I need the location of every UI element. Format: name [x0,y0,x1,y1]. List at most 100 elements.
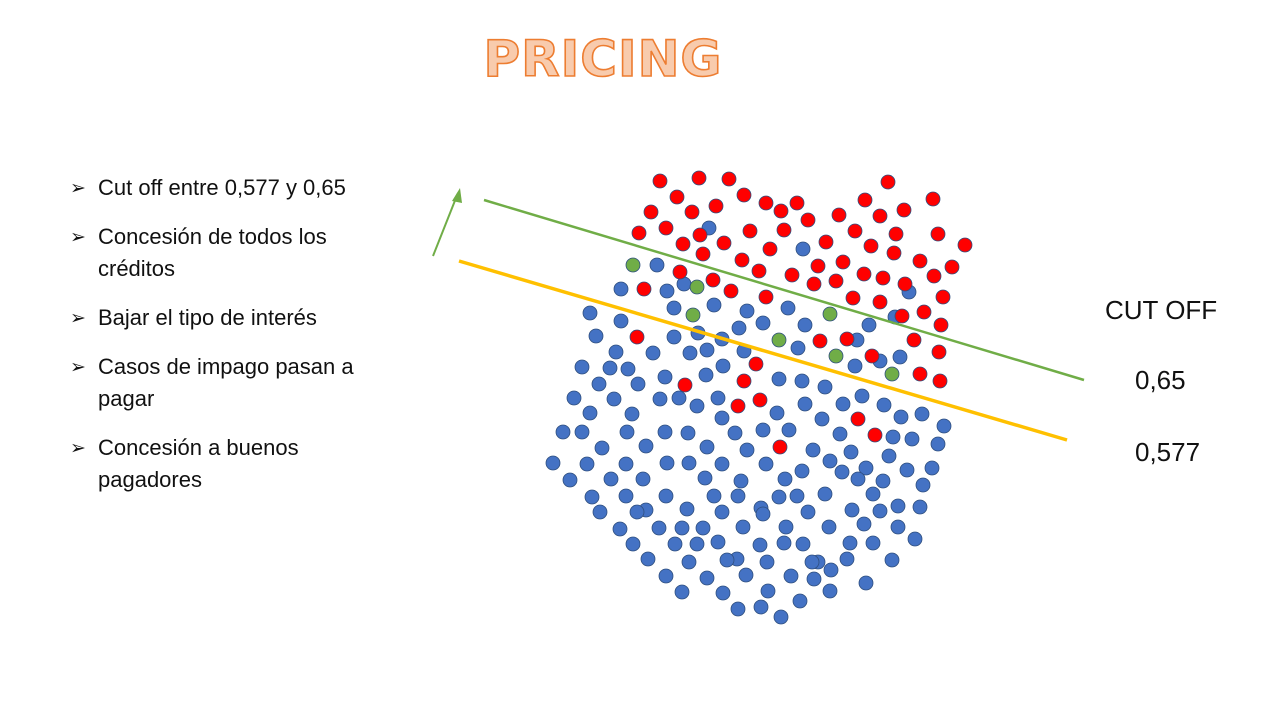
defaulter-dot [721,171,737,187]
good-payer-dot [794,373,810,389]
defaulter-dot [906,332,922,348]
recovered-dot [689,279,705,295]
good-payer-dot [699,439,715,455]
defaulter-dot [758,195,774,211]
defaulter-dot [916,304,932,320]
good-payer-dot [671,390,687,406]
good-payer-dot [657,424,673,440]
good-payer-dot [624,406,640,422]
defaulter-dot [847,223,863,239]
defaulter-dot [880,174,896,190]
good-payer-dot [892,349,908,365]
good-payer-dot [758,456,774,472]
good-payer-dot [645,345,661,361]
good-payer-dot [739,442,755,458]
good-payer-dot [727,425,743,441]
good-payer-dot [769,405,785,421]
defaulter-dot [856,266,872,282]
recovered-dot [828,348,844,364]
good-payer-dot [659,455,675,471]
good-payer-dot [875,473,891,489]
defaulter-dot [691,170,707,186]
good-payer-dot [914,406,930,422]
good-payer-dot [843,444,859,460]
defaulter-dot [930,226,946,242]
good-payer-dot [817,486,833,502]
defaulter-dot [931,344,947,360]
good-payer-dot [674,520,690,536]
good-payer-dot [584,489,600,505]
good-payer-dot [625,536,641,552]
good-payer-dot [755,315,771,331]
good-payer-dot [619,424,635,440]
good-payer-dot [574,359,590,375]
good-payer-dot [858,575,874,591]
defaulter-dot [875,270,891,286]
defaulter-dot [752,392,768,408]
good-payer-dot [804,554,820,570]
good-payer-dot [771,489,787,505]
cutoff-value-high: 0,65 [1135,365,1186,395]
defaulter-dot [857,192,873,208]
good-payer-dot [876,397,892,413]
cutoff-line-high [483,198,1085,382]
defaulter-dot [658,220,674,236]
defaulter-dot [932,373,948,389]
good-payer-dot [858,460,874,476]
arrowhead-icon [452,188,462,203]
good-payer-dot [579,456,595,472]
defaulter-dot [751,263,767,279]
good-payer-dot [680,425,696,441]
good-payer-dot [752,537,768,553]
defaulter-dot [888,226,904,242]
defaulter-dot [933,317,949,333]
good-payer-dot [865,486,881,502]
good-payer-dot [681,455,697,471]
good-payer-dot [856,516,872,532]
good-payer-dot [689,536,705,552]
good-payer-dot [666,329,682,345]
good-payer-dot [924,460,940,476]
defaulter-dot [652,173,668,189]
defaulter-dot [886,245,902,261]
good-payer-dot [797,396,813,412]
bullet-text: Bajar el tipo de interés [98,305,317,330]
good-payer-dot [739,303,755,319]
shift-arrow [432,192,459,257]
good-payer-dot [658,568,674,584]
good-payer-dot [773,609,789,625]
defaulter-dot [835,254,851,270]
good-payer-dot [659,283,675,299]
bullet-list: ➢ Cut off entre 0,577 y 0,65 ➢ Concesión d… [70,172,400,513]
good-payer-dot [844,502,860,518]
good-payer-dot [854,388,870,404]
arrowhead-bullet-icon: ➢ [70,227,86,248]
good-payer-dot [899,462,915,478]
good-payer-dot [566,390,582,406]
bullet-text: Concesión a buenos pagadores [98,435,299,492]
defaulter-dot [810,258,826,274]
good-payer-dot [618,456,634,472]
defaulter-dot [708,198,724,214]
page-title: PRICING [483,29,723,89]
defaulter-dot [692,227,708,243]
good-payer-dot [794,463,810,479]
good-payer-dot [885,429,901,445]
good-payer-dot [582,305,598,321]
good-payer-dot [710,534,726,550]
defaulter-dot [812,333,828,349]
defaulter-dot [818,234,834,250]
good-payer-dot [738,567,754,583]
defaulter-dot [845,290,861,306]
defaulter-dot [896,202,912,218]
good-payer-dot [630,376,646,392]
defaulter-dot [776,222,792,238]
good-payer-dot [620,361,636,377]
defaulter-dot [730,398,746,414]
cutoff-value-low: 0,577 [1135,437,1201,467]
defaulter-dot [912,366,928,382]
recovered-dot [822,306,838,322]
arrowhead-bullet-icon: ➢ [70,357,86,378]
defaulter-dot [894,308,910,324]
good-payer-dot [613,313,629,329]
